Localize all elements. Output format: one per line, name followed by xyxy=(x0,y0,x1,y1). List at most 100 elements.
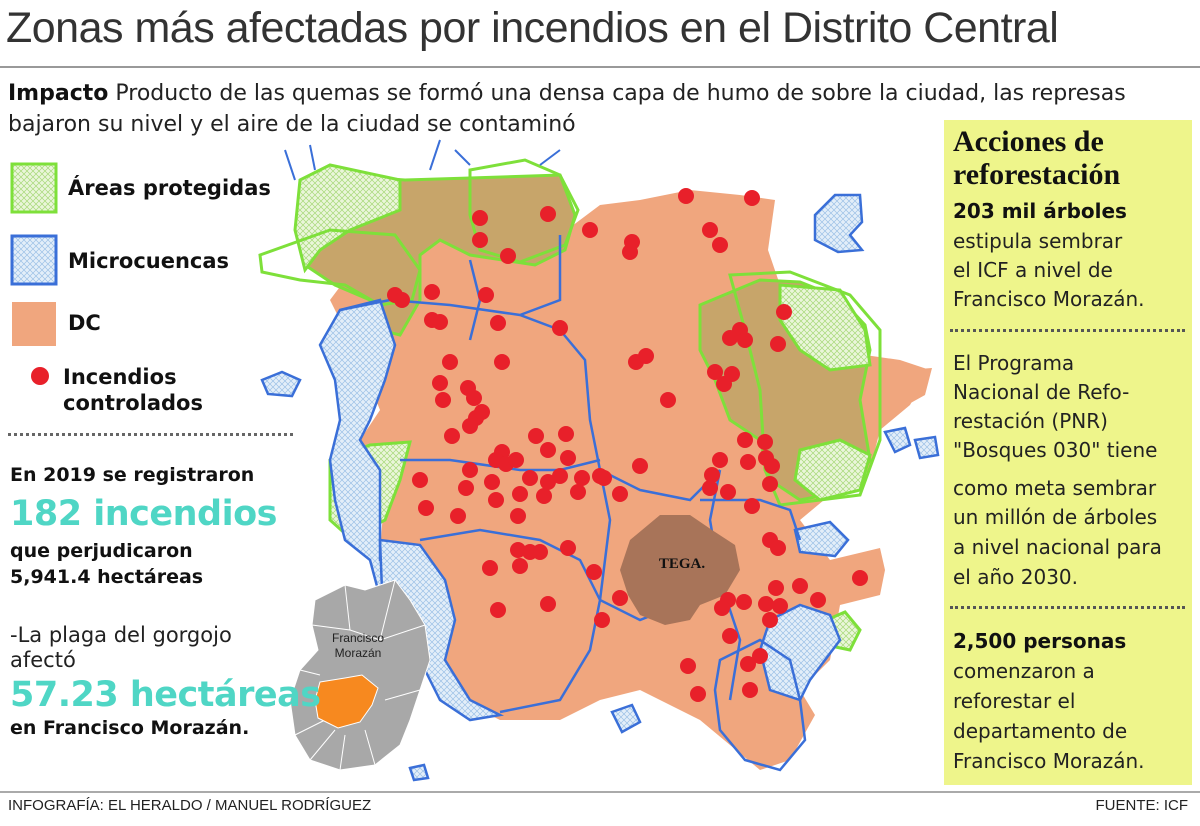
sidebar-people-bold: 2,500 personas xyxy=(953,629,1127,653)
fire-dot xyxy=(540,442,556,458)
stat-line1: En 2019 se registraron xyxy=(10,464,255,486)
protected-area-east-hatched xyxy=(778,283,872,372)
protected-area-east-outline xyxy=(728,270,882,507)
fire-dot xyxy=(712,237,728,253)
protected-area-east-lower xyxy=(793,438,872,502)
sidebar-trees-bold: 203 mil árboles xyxy=(953,199,1127,223)
legend-dc-swatch xyxy=(12,302,56,346)
fire-dot xyxy=(508,452,524,468)
fire-dot xyxy=(540,206,556,222)
legend-microbasin-swatch xyxy=(10,234,58,286)
fire-dot xyxy=(612,486,628,502)
sidebar-trees-l3: Francisco Morazán. xyxy=(953,287,1145,311)
fire-dot xyxy=(744,498,760,514)
fire-dot xyxy=(740,454,756,470)
fire-dot xyxy=(536,488,552,504)
fire-dot xyxy=(810,592,826,608)
fire-dot xyxy=(638,348,654,364)
city-label: TEGA. xyxy=(659,556,706,572)
sidebar-pnr-l8: el año 2030. xyxy=(953,565,1078,589)
inset-label-line1: Francisco xyxy=(332,631,384,645)
fire-dot xyxy=(722,628,738,644)
stat-weevil-line2: afectó xyxy=(10,648,76,672)
fire-dot xyxy=(720,484,736,500)
sidebar-people-l3: departamento de xyxy=(953,719,1128,743)
inset-label-line2: Morazán xyxy=(335,646,382,660)
microbasin-east-mid xyxy=(793,520,850,558)
fire-dot xyxy=(432,314,448,330)
protected-area-north-loop xyxy=(468,158,580,264)
microbasin-west-top xyxy=(260,370,302,398)
stat-line2: que perjudicaron xyxy=(10,540,193,562)
stat-line3: 5,941.4 hectáreas xyxy=(10,566,204,588)
fire-dot xyxy=(462,418,478,434)
fire-dot xyxy=(552,468,568,484)
sidebar-trees-l2: el ICF a nivel de xyxy=(953,258,1113,282)
sidebar-pnr-l6: un millón de árboles xyxy=(953,505,1158,529)
fire-dot xyxy=(632,458,648,474)
sidebar-pnr-l3: restación (PNR) xyxy=(953,409,1108,433)
intro-label: Impacto xyxy=(8,81,109,106)
fire-dot xyxy=(612,590,628,606)
fire-dot xyxy=(764,458,780,474)
fire-dot xyxy=(462,462,478,478)
fire-dot xyxy=(752,648,768,664)
fire-dot xyxy=(702,480,718,496)
fire-dot xyxy=(500,248,516,264)
fire-dot xyxy=(512,486,528,502)
fire-dot xyxy=(472,210,488,226)
fire-dot xyxy=(770,540,786,556)
fire-dot xyxy=(722,330,738,346)
fire-dot xyxy=(770,336,786,352)
fire-dot xyxy=(768,580,784,596)
credit-infographic: INFOGRAFÍA: EL HERALDO / MANUEL RODRÍGUE… xyxy=(8,797,372,814)
fire-dot xyxy=(737,332,753,348)
sidebar-people-l2: reforestar el xyxy=(953,689,1076,713)
sidebar-heading-line1: Acciones de xyxy=(953,125,1104,158)
protected-area-west-hatched xyxy=(293,163,402,274)
fire-dot xyxy=(744,190,760,206)
microbasin-south-outline xyxy=(713,638,807,772)
fire-dot xyxy=(484,474,500,490)
fire-dot xyxy=(762,476,778,492)
fire-dot xyxy=(444,428,460,444)
fire-dot xyxy=(678,188,694,204)
fire-dot xyxy=(680,658,696,674)
fire-dot xyxy=(540,596,556,612)
sidebar-pnr-l5: como meta sembrar xyxy=(953,476,1157,500)
fire-dot xyxy=(560,540,576,556)
sidebar-people-l1: comenzaron a xyxy=(953,659,1095,683)
microbasin-east-small xyxy=(883,426,912,454)
fire-dot xyxy=(488,492,504,508)
fire-dot xyxy=(714,600,730,616)
fire-dot xyxy=(716,376,732,392)
fire-dot xyxy=(478,287,494,303)
fire-dot xyxy=(558,426,574,442)
fire-dot xyxy=(560,450,576,466)
fire-dot xyxy=(742,682,758,698)
fire-dot xyxy=(852,570,868,586)
stat-weevil-line1: -La plaga del gorgojo xyxy=(10,623,232,647)
river-lines xyxy=(284,139,561,181)
credit-source: FUENTE: ICF xyxy=(1095,797,1189,814)
fire-dot xyxy=(736,594,752,610)
fire-dot xyxy=(707,364,723,380)
fire-dot xyxy=(510,508,526,524)
fire-dot xyxy=(622,244,638,260)
fire-dot xyxy=(762,612,778,628)
legend-dc-label: DC xyxy=(68,311,101,335)
fire-dot xyxy=(424,284,440,300)
inset-municipal-lines xyxy=(294,579,426,771)
fire-dot xyxy=(737,432,753,448)
fire-dot xyxy=(532,544,548,560)
fire-dot xyxy=(528,428,544,444)
fire-dot xyxy=(412,472,428,488)
fire-dot xyxy=(792,578,808,594)
fire-dot xyxy=(582,222,598,238)
fire-dots-layer xyxy=(387,188,868,702)
fire-dot xyxy=(540,474,556,490)
stat-hectares: 57.23 hectáreas xyxy=(10,675,321,715)
legend-microbasin-label: Microcuencas xyxy=(68,249,230,273)
microbasin-east-small-2 xyxy=(913,435,940,460)
